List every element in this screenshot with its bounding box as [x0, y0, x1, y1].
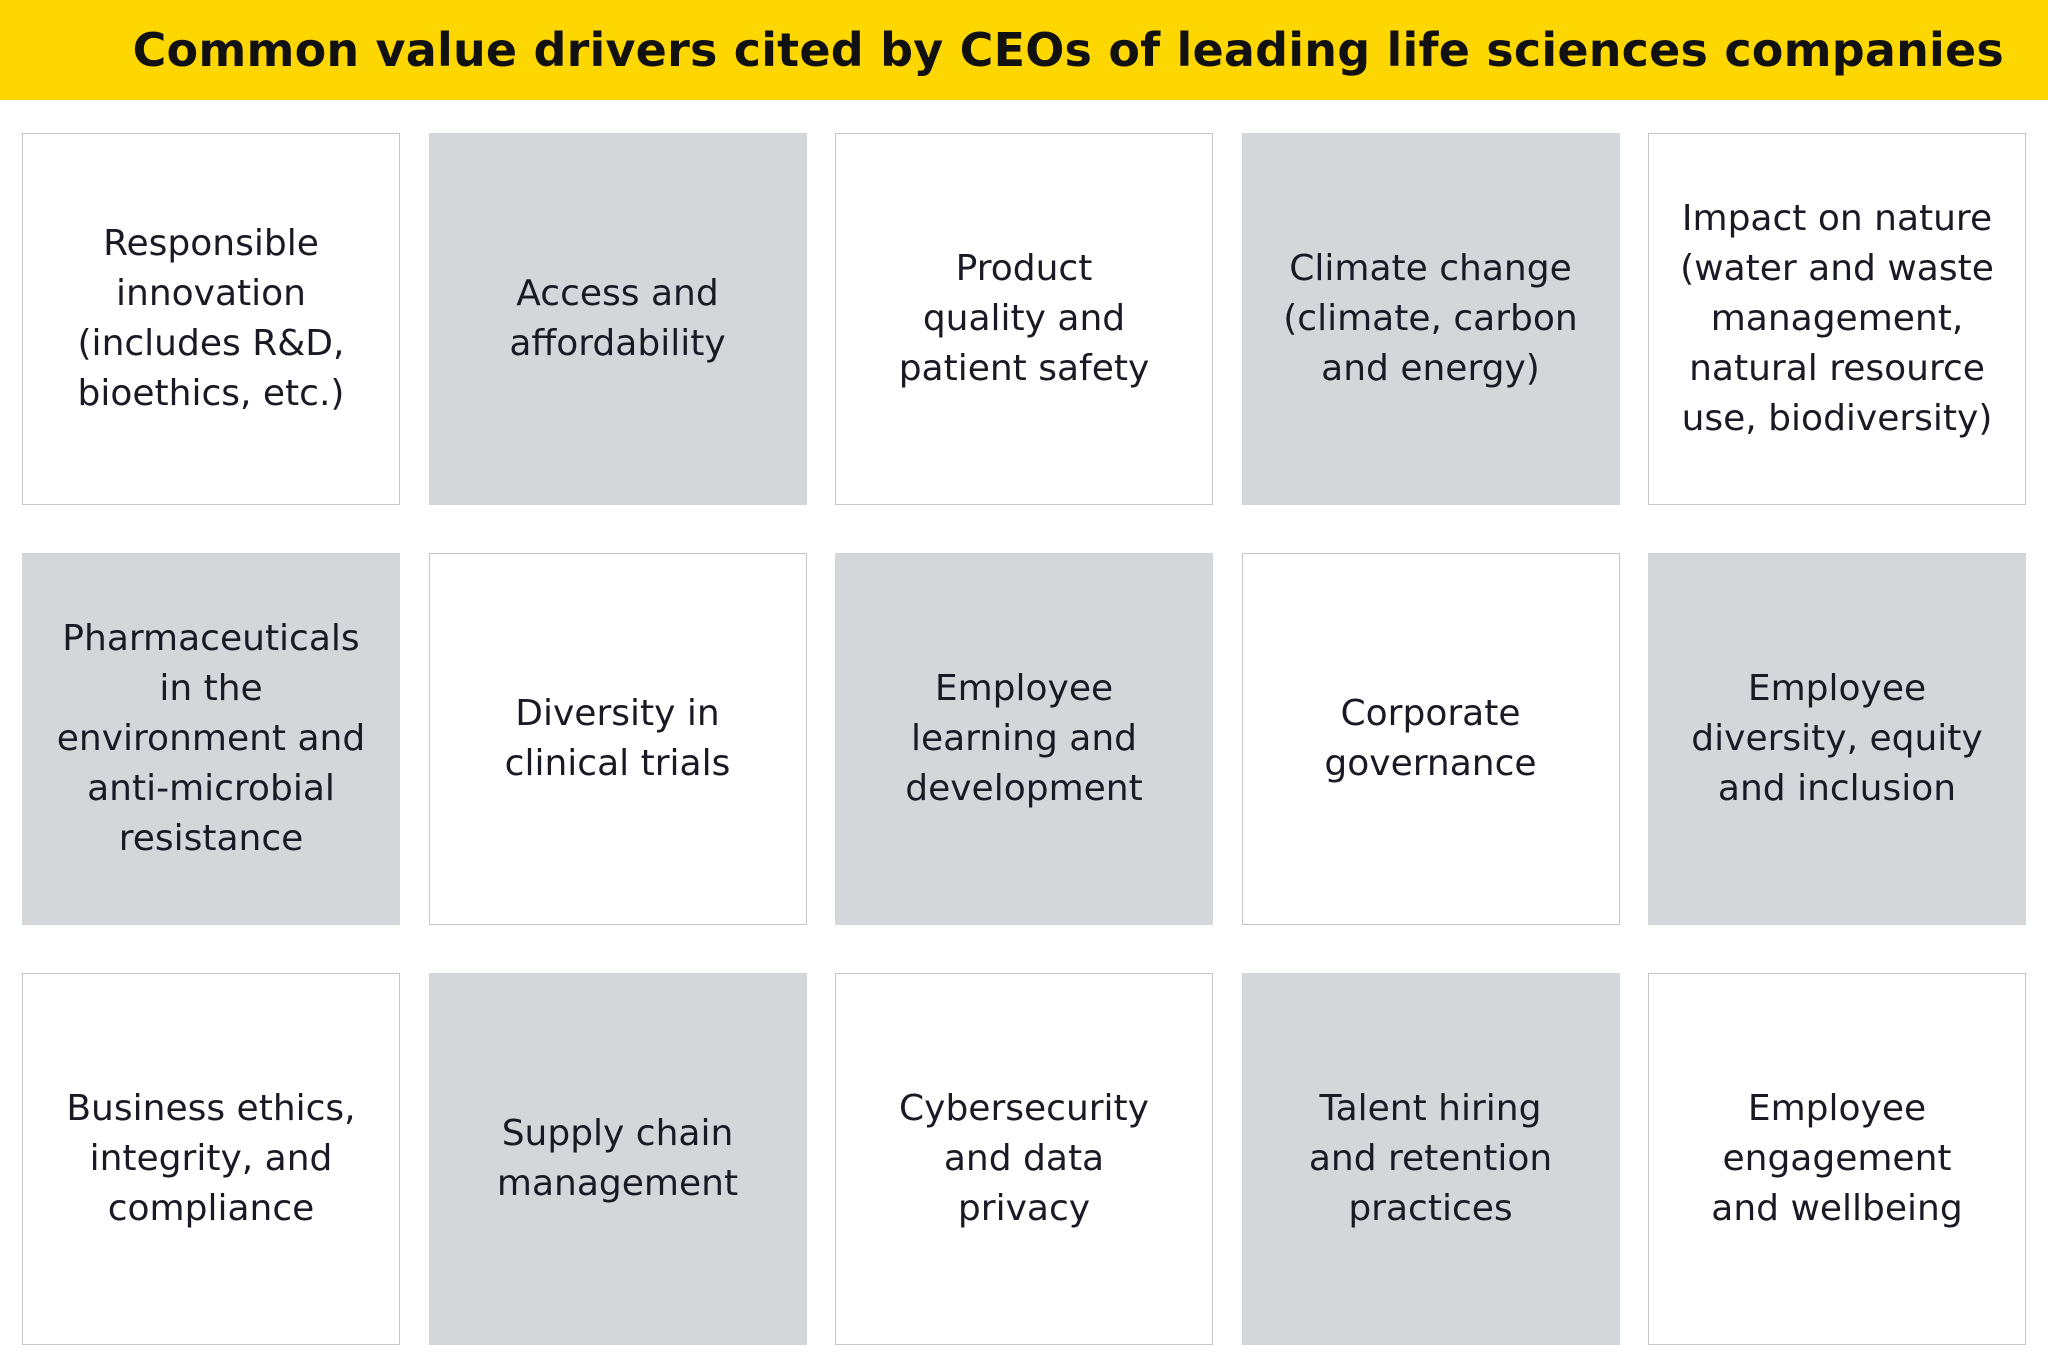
driver-tile-employee-engagement: Employee engagement and wellbeing: [1648, 973, 2026, 1345]
driver-tile-responsible-innovation: Responsible innovation (includes R&D, bi…: [22, 133, 400, 505]
value-drivers-grid: Responsible innovation (includes R&D, bi…: [22, 133, 2026, 1345]
driver-label: Talent hiring and retention practices: [1308, 1088, 1553, 1229]
driver-tile-business-ethics: Business ethics, integrity, and complian…: [22, 973, 400, 1345]
driver-label: Cybersecurity and data privacy: [899, 1088, 1149, 1229]
driver-tile-corporate-governance: Corporate governance: [1241, 553, 1620, 925]
page-title: Common value drivers cited by CEOs of le…: [132, 23, 2004, 77]
driver-label: Supply chain management: [496, 1113, 739, 1204]
driver-label: Responsible innovation (includes R&D, bi…: [77, 223, 345, 414]
driver-label: Employee learning and development: [905, 668, 1143, 809]
driver-tile-supply-chain: Supply chain management: [428, 973, 807, 1345]
driver-tile-climate-change: Climate change (climate, carbon and ener…: [1241, 133, 1620, 505]
driver-tile-diversity-clinical-trials: Diversity in clinical trials: [428, 553, 807, 925]
driver-tile-impact-on-nature: Impact on nature (water and waste manage…: [1648, 133, 2026, 505]
driver-label: Climate change (climate, carbon and ener…: [1283, 248, 1578, 389]
driver-tile-employee-learning: Employee learning and development: [835, 553, 1213, 925]
driver-label: Corporate governance: [1324, 693, 1537, 784]
driver-label: Pharmaceuticals in the environment and a…: [56, 618, 366, 859]
title-banner: Common value drivers cited by CEOs of le…: [0, 0, 2048, 100]
driver-tile-access-affordability: Access and affordability: [428, 133, 807, 505]
driver-label: Employee engagement and wellbeing: [1711, 1088, 1963, 1229]
driver-tile-talent-hiring: Talent hiring and retention practices: [1241, 973, 1620, 1345]
driver-label: Impact on nature (water and waste manage…: [1680, 198, 1994, 439]
driver-tile-pharmaceuticals-environment: Pharmaceuticals in the environment and a…: [22, 553, 400, 925]
driver-tile-product-quality: Product quality and patient safety: [835, 133, 1213, 505]
driver-label: Access and affordability: [509, 273, 726, 364]
driver-label: Diversity in clinical trials: [504, 693, 731, 784]
driver-label: Product quality and patient safety: [898, 248, 1150, 389]
driver-tile-cybersecurity: Cybersecurity and data privacy: [835, 973, 1213, 1345]
driver-label: Business ethics, integrity, and complian…: [66, 1088, 356, 1229]
driver-tile-employee-dei: Employee diversity, equity and inclusion: [1648, 553, 2026, 925]
driver-label: Employee diversity, equity and inclusion: [1691, 668, 1983, 809]
